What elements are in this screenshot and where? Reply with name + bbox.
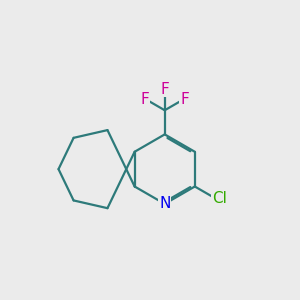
Text: F: F — [160, 82, 169, 97]
Text: F: F — [180, 92, 189, 107]
Text: N: N — [159, 196, 170, 211]
Text: F: F — [141, 92, 149, 107]
Text: Cl: Cl — [212, 191, 226, 206]
